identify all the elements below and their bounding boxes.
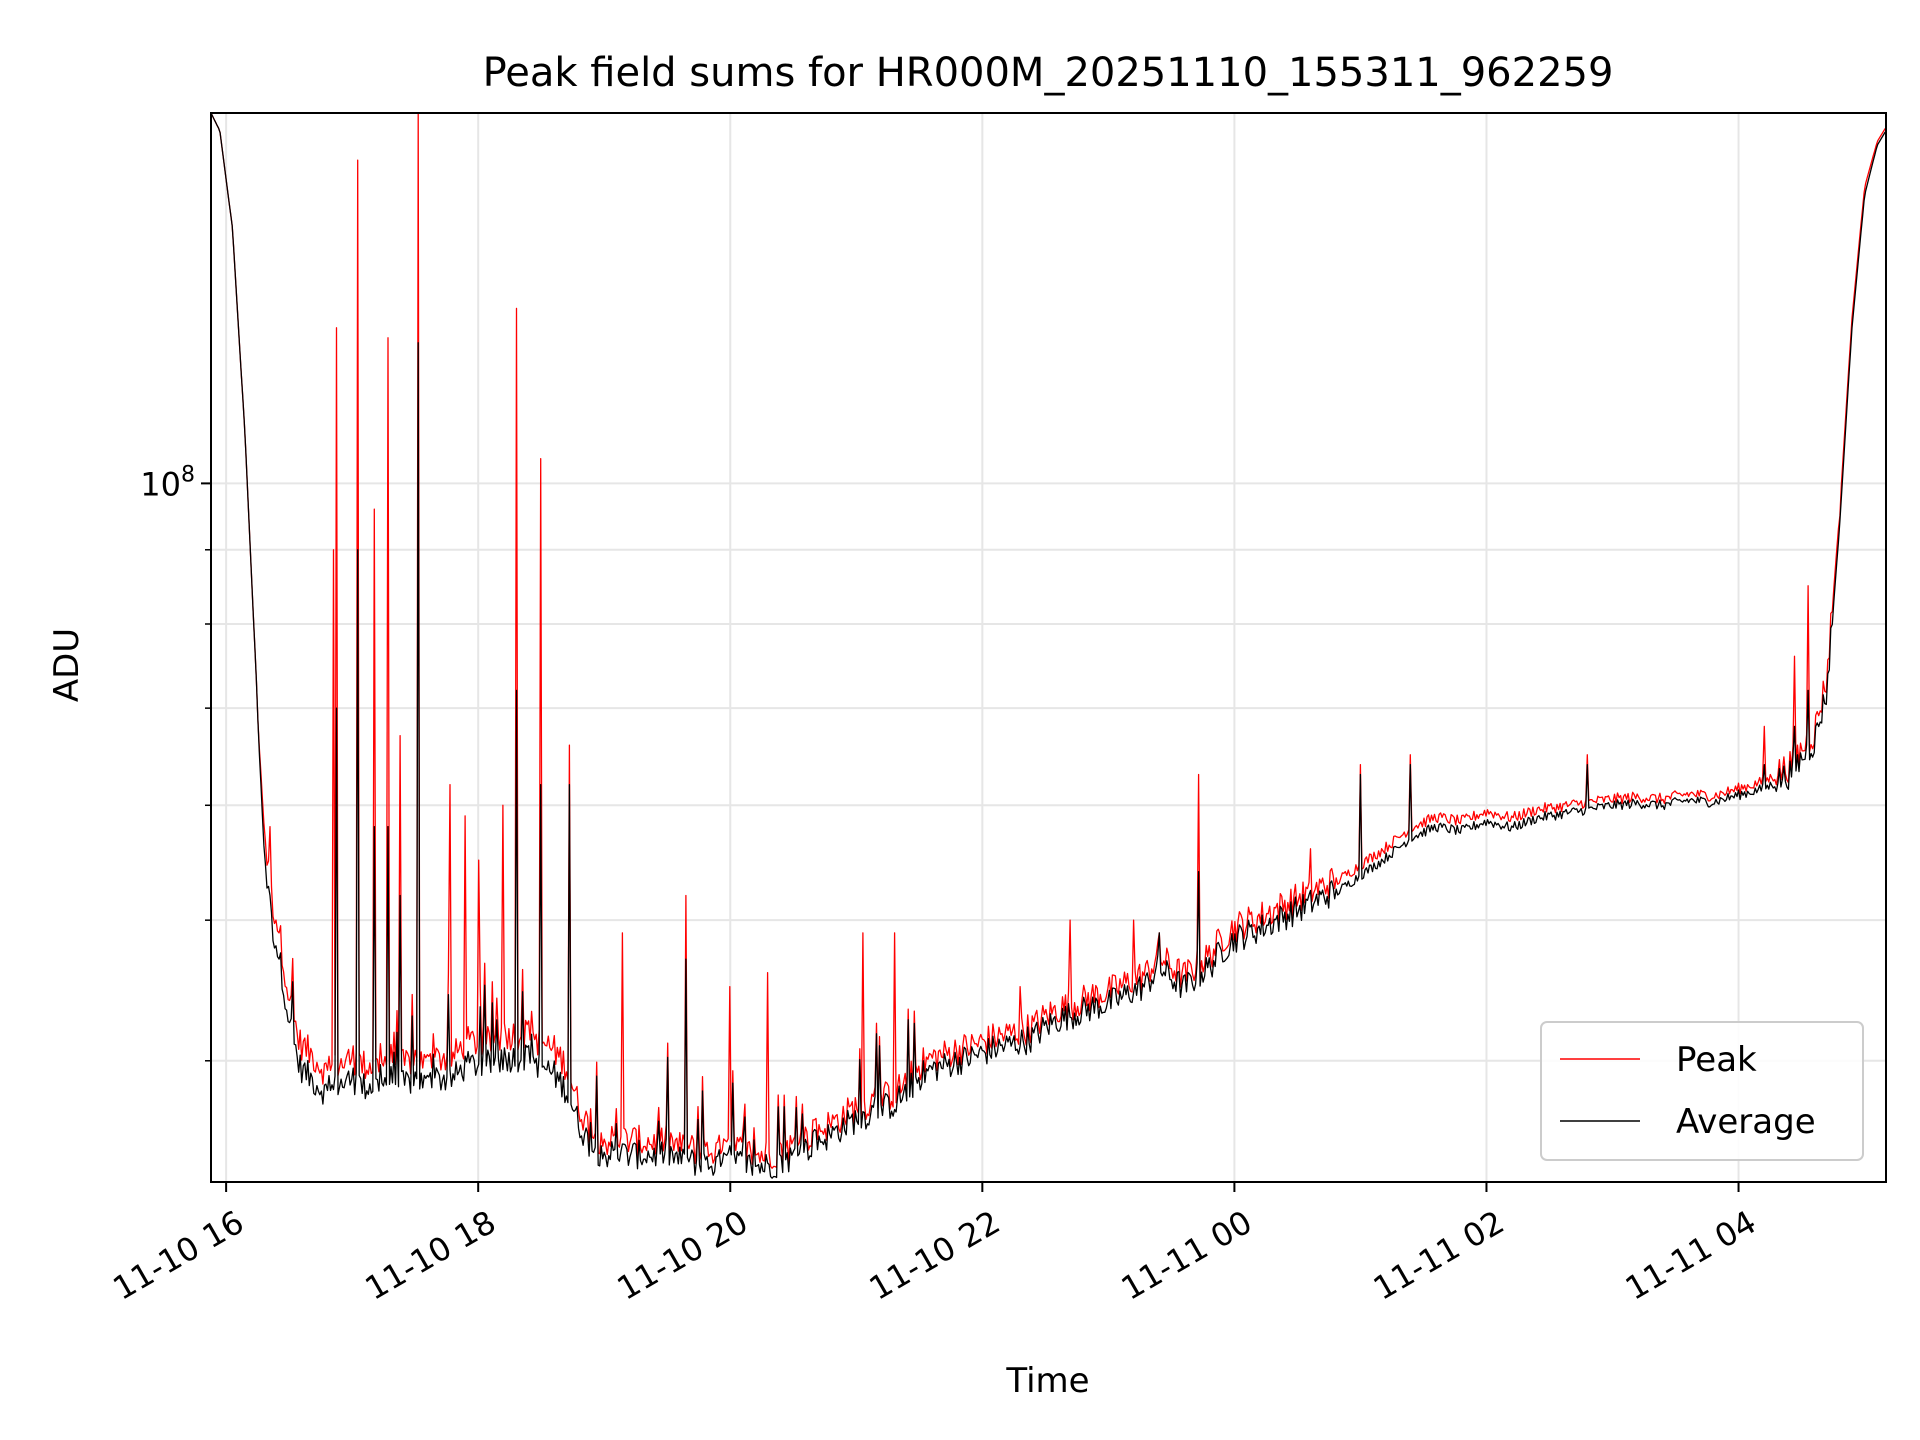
legend-average-label: Average [1676,1102,1816,1142]
y-tick-label-exponent: 8 [181,462,195,487]
y-tick-label: 108 [140,462,195,503]
average-series-line [210,112,1886,1179]
legend-box [1540,1021,1864,1161]
x-axis-label: Time [1005,1361,1089,1401]
y-tick-label-base: 10 [140,465,181,503]
legend-peak-label: Peak [1676,1040,1757,1080]
chart-title: Peak field sums for HR000M_20251110_1553… [483,50,1614,96]
plot-area-frame [210,112,1887,1183]
y-axis-label: ADU [47,628,87,702]
legend: Peak Average [1540,1021,1864,1161]
peak-series-line [210,112,1886,1169]
series-layer [210,112,1886,1179]
